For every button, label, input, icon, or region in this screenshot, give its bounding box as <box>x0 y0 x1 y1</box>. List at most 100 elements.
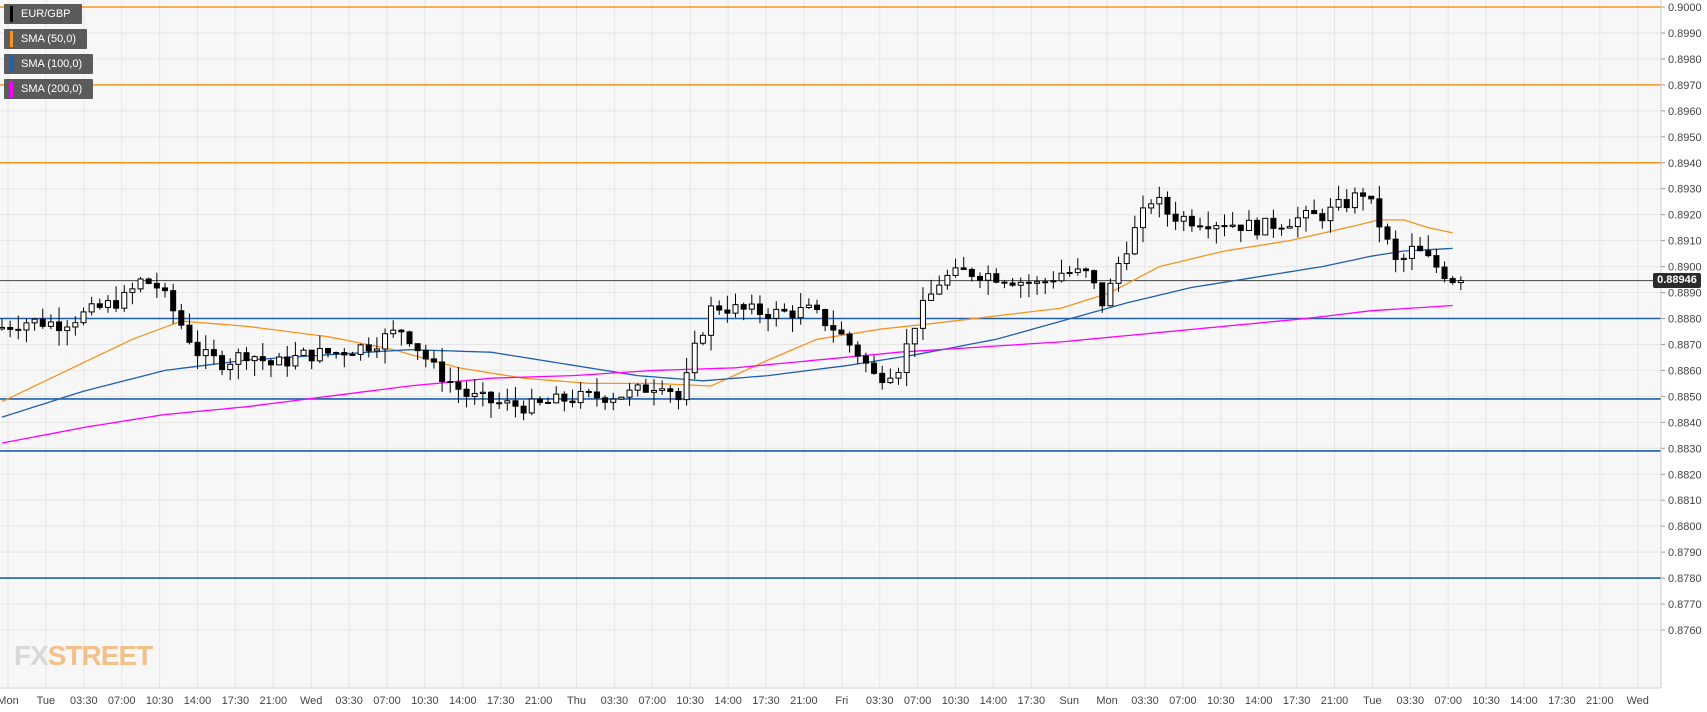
candle <box>1417 237 1424 252</box>
y-axis: 0.9000 0.8990 0.8980 0.8970 0.8960 0.8950 0.89… <box>1661 2 1702 637</box>
candle-body <box>129 288 136 293</box>
candle <box>1156 186 1163 218</box>
candle-body <box>1017 281 1024 286</box>
candle <box>520 400 527 421</box>
legend: EUR/GBP SMA (50,0) SMA (100,0) SMA (200,… <box>4 4 94 104</box>
candle-body <box>145 278 152 284</box>
candle <box>88 296 95 316</box>
legend-swatch-sma100 <box>10 56 13 72</box>
candle-body <box>202 349 209 357</box>
candle <box>1058 259 1065 283</box>
candle <box>1115 256 1122 292</box>
candle <box>382 328 389 364</box>
candle-body <box>561 393 568 402</box>
y-tick-label: 0.8960 <box>1668 106 1702 118</box>
candle <box>341 347 348 368</box>
candle <box>895 367 902 385</box>
candle <box>390 320 397 338</box>
candle <box>977 272 983 288</box>
candle-body <box>398 329 405 333</box>
legend-swatch-eurgbp <box>10 6 13 22</box>
candle-body <box>7 326 14 330</box>
candle-body <box>496 402 503 405</box>
candle <box>1050 271 1057 289</box>
candle-body <box>871 362 878 374</box>
candle <box>854 341 861 365</box>
candle-body <box>1384 226 1391 240</box>
candle-body <box>56 321 63 332</box>
candle <box>830 310 837 343</box>
candle <box>430 350 437 369</box>
candle-body <box>781 308 788 312</box>
plot-background <box>0 0 1661 687</box>
candle <box>251 355 258 377</box>
candle <box>862 352 869 373</box>
candle <box>463 381 470 408</box>
candle <box>1270 209 1277 238</box>
candle-body <box>1376 198 1383 228</box>
x-tick-label: 14:00 <box>1245 695 1273 707</box>
candle-body <box>1245 219 1252 231</box>
candle-body <box>422 350 429 360</box>
x-tick-label: Fri <box>835 695 848 707</box>
candle <box>488 391 494 418</box>
candle <box>31 317 38 331</box>
legend-eurgbp[interactable]: EUR/GBP <box>4 4 82 24</box>
x-tick-label: 21:00 <box>1586 695 1614 707</box>
candle-body <box>569 400 576 404</box>
candle <box>936 275 943 296</box>
candle <box>773 301 780 327</box>
legend-sma50[interactable]: SMA (50,0) <box>4 29 88 49</box>
candle <box>1278 224 1285 236</box>
candle <box>1441 261 1448 283</box>
candle-body <box>316 348 323 362</box>
candle <box>80 307 87 326</box>
candle <box>349 351 356 356</box>
candle-body <box>585 390 592 393</box>
legend-sma100[interactable]: SMA (100,0) <box>4 54 94 74</box>
candle <box>708 296 715 351</box>
candle-body <box>756 303 763 315</box>
candle-body <box>952 267 959 276</box>
candle-body <box>520 405 527 414</box>
logo-accent: STREET <box>47 640 153 671</box>
candle <box>1384 223 1391 245</box>
y-tick-label: 0.8810 <box>1668 495 1702 507</box>
candlesticks <box>0 185 1464 421</box>
x-tick-label: 14:00 <box>980 695 1008 707</box>
candle <box>1319 208 1326 229</box>
candle-body <box>439 361 446 383</box>
candle-body <box>805 304 812 309</box>
legend-sma200[interactable]: SMA (200,0) <box>4 79 94 99</box>
candle <box>1294 206 1301 238</box>
x-tick-label: 14:00 <box>1510 695 1538 707</box>
candle <box>512 387 519 418</box>
candle <box>153 272 160 299</box>
candle <box>316 335 323 364</box>
y-tick-label: 0.8760 <box>1668 625 1702 637</box>
x-tick-label: 17:30 <box>1018 695 1046 707</box>
candle <box>561 391 568 412</box>
candle <box>952 258 959 278</box>
candle-body <box>545 401 552 404</box>
y-tick-label: 0.8930 <box>1668 184 1702 196</box>
x-tick-label: 17:30 <box>1548 695 1576 707</box>
candle-body <box>879 372 886 384</box>
x-tick-label: 03:30 <box>1131 695 1159 707</box>
y-tick-label: 0.8830 <box>1668 443 1702 455</box>
candle <box>699 332 706 346</box>
candle <box>871 355 878 375</box>
candle <box>308 349 315 370</box>
candle <box>194 330 201 370</box>
candle-body <box>463 388 470 397</box>
candle-body <box>455 381 462 390</box>
candle-body <box>219 355 226 371</box>
candle-body <box>471 392 478 397</box>
candle <box>504 388 511 411</box>
candle <box>1017 277 1024 298</box>
candle <box>545 397 552 404</box>
y-tick-label: 0.8980 <box>1668 54 1702 66</box>
candle-body <box>1058 272 1065 282</box>
y-tick-label: 0.9000 <box>1668 2 1702 14</box>
candle-body <box>977 275 983 281</box>
